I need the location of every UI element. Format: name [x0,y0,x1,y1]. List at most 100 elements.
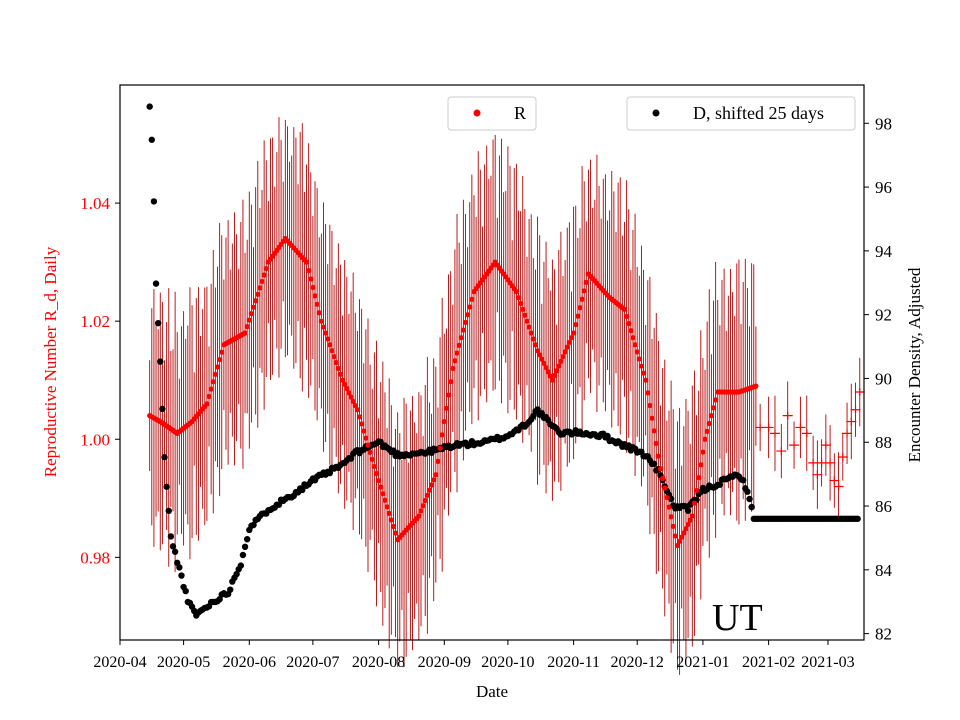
r-point [375,477,382,484]
r-point [333,359,339,366]
r-point [647,402,653,409]
r-point [352,402,358,409]
d-point [241,543,249,551]
d-point [534,406,541,413]
d-point [163,483,170,490]
r-point [543,364,549,371]
d-point [161,454,168,461]
right-tick-label: 82 [875,625,892,644]
r-point [337,371,344,377]
r-point [562,349,568,355]
r-point [634,349,640,355]
r-point [566,339,572,346]
r-point [361,428,367,434]
r-point [564,344,570,350]
d-point [169,543,177,550]
d-point [171,548,179,555]
r-point [214,364,221,370]
r-point [640,370,647,376]
r-point [246,317,252,323]
r-point [753,383,759,389]
r-series-layer [147,235,759,549]
d-point [243,535,251,543]
r-point [628,328,634,334]
r-point [630,335,636,341]
r-point [696,475,702,481]
legend-r: R [447,96,537,131]
d-point [154,319,162,327]
r-point [539,356,545,362]
r-point [314,301,320,307]
d-point [148,136,155,143]
legend-d: D, shifted 25 days [626,96,856,131]
r-point [346,390,352,396]
d-point [739,476,747,484]
r-sparse-point [801,429,812,438]
d-point [233,570,240,578]
r-point [212,371,218,377]
r-point [443,405,450,411]
d-point [250,521,257,529]
r-point [583,279,589,285]
r-point [308,276,314,282]
d-point [326,469,334,477]
r-sparse-point [829,476,840,485]
r-point [344,386,350,392]
r-point [431,477,437,483]
x-tick-label: 2021-03 [801,654,854,671]
r-point [390,523,397,530]
legend-d-label: D, shifted 25 days [693,103,824,123]
r-point [693,487,700,494]
r-point [704,428,710,434]
r-point [384,504,390,510]
r-point [556,363,562,369]
r-point [325,336,331,342]
r-point [348,394,354,400]
r-point [219,349,225,355]
r-point [581,288,587,294]
r-sparse-point [833,482,844,491]
x-tick-label: 2020-07 [286,654,339,671]
r-sparse-point [808,458,819,467]
r-point [320,324,327,330]
r-sparse-point [846,417,857,426]
r-point [653,440,659,447]
r-point [549,377,556,383]
r-point [530,336,536,342]
legend-r-marker [473,109,481,117]
r-point [655,453,661,459]
r-sparse-point [776,447,787,456]
d-point [178,572,185,579]
r-point [558,358,564,364]
r-point [439,432,445,438]
x-axis-ticks: 2020-04 2020-05 2020-06 2020-07 2020-08 2020-… [93,640,855,671]
r-point [306,267,312,274]
r-point [674,542,681,549]
r-point [664,494,670,501]
r-sparse-point [769,429,780,438]
d-point [650,460,658,468]
r-point [560,353,566,360]
right-tick-label: 98 [875,114,892,133]
r-point [303,259,310,265]
r-sparse-point [816,458,827,467]
d-point [275,501,283,508]
r-point [428,482,435,488]
d-point [716,481,724,488]
r-point [666,504,672,510]
right-tick-label: 86 [875,497,892,516]
r-point [636,356,642,362]
x-tick-label: 2020-05 [157,654,210,671]
r-point [210,379,216,385]
r-point [706,420,712,427]
r-point [371,463,377,470]
r-point [217,356,223,363]
r-sparse-point [837,452,848,461]
right-tick-label: 84 [875,561,893,580]
x-tick-label: 2020-10 [481,654,534,671]
r-sparse-layer [755,388,865,491]
r-point [259,278,265,285]
x-tick-label: 2020-06 [223,654,276,671]
r-sparse-point [820,441,831,450]
r-point [691,500,698,506]
